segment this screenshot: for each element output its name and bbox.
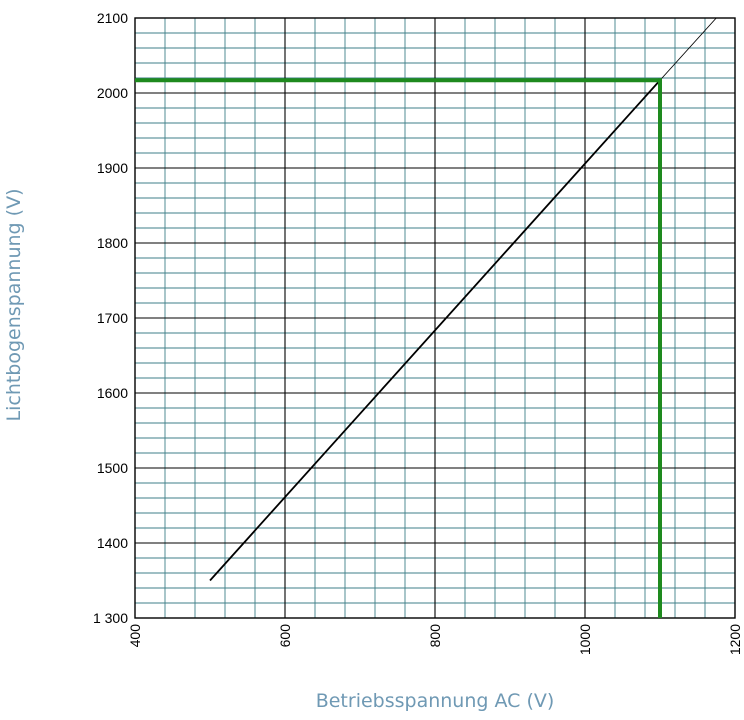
tick-labels: 1 300 1400 1500 1600 1700 1800 1900 2000 2100 400… xyxy=(93,10,743,655)
x-tick-label: 400 xyxy=(127,624,143,648)
y-axis-label-text: Lichtbogenspannung (V) xyxy=(3,188,25,422)
y-tick-label: 1500 xyxy=(97,460,128,476)
y-tick-label: 1800 xyxy=(97,235,128,251)
x-tick-label: 1000 xyxy=(577,624,593,655)
x-tick-label: 1200 xyxy=(727,624,743,655)
y-tick-label: 1400 xyxy=(97,535,128,551)
y-tick-label: 1600 xyxy=(97,385,128,401)
y-tick-label: 1900 xyxy=(97,160,128,176)
series-line xyxy=(209,79,661,582)
annotation-group xyxy=(135,78,662,618)
y-tick-label: 2100 xyxy=(97,10,128,26)
y-tick-label: 1 300 xyxy=(93,610,128,626)
y-tick-label: 1700 xyxy=(97,310,128,326)
x-tick-label: 800 xyxy=(427,624,443,648)
x-axis-label: Betriebsspannung AC (V) xyxy=(315,690,555,712)
series-line-extension xyxy=(659,17,717,81)
series-group xyxy=(209,17,717,582)
major-grid xyxy=(135,18,735,618)
x-tick-label: 600 xyxy=(277,624,293,648)
plot-frame xyxy=(134,17,736,619)
y-tick-label: 2000 xyxy=(97,85,128,101)
